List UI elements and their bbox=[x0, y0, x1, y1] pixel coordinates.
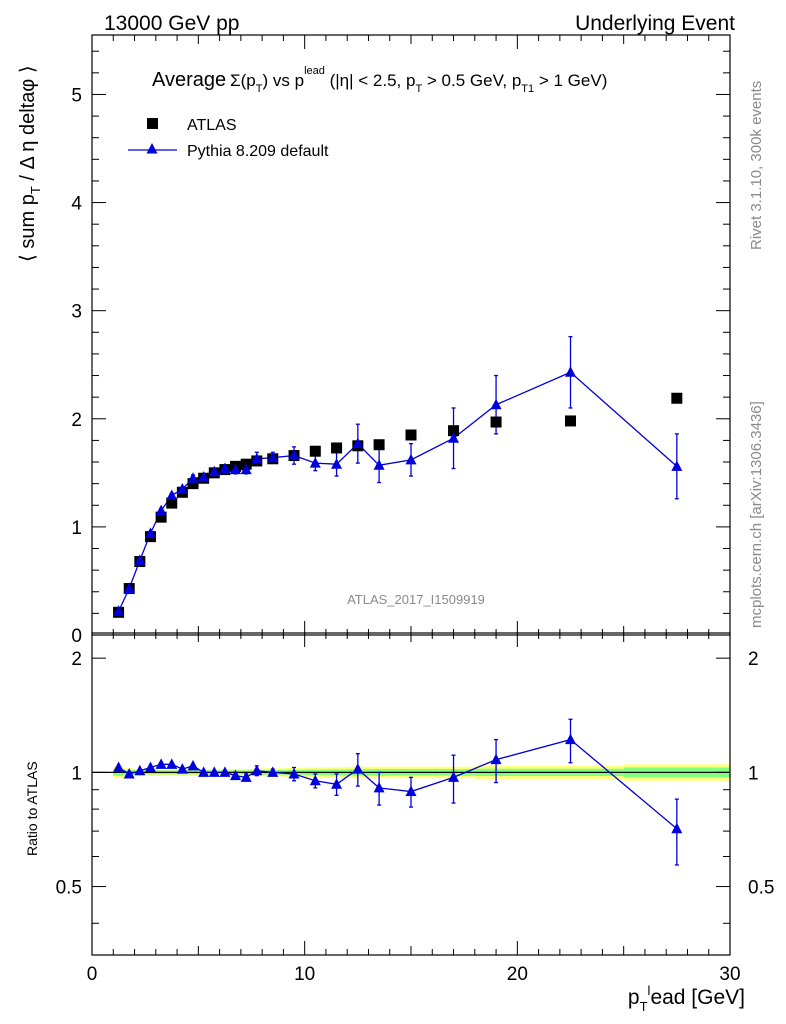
ratio-pythia-point bbox=[166, 758, 178, 769]
atlas-point bbox=[309, 445, 321, 457]
header-right: Underlying Event bbox=[575, 12, 735, 35]
atlas-point bbox=[448, 425, 460, 437]
ratio-ytick-label-right: 2 bbox=[748, 649, 759, 670]
ratio-pythia-point bbox=[219, 766, 231, 777]
atlas-point bbox=[671, 392, 683, 404]
main-ytick-label: 1 bbox=[71, 518, 82, 539]
ratio-pythia-point bbox=[251, 764, 263, 776]
atlas-point bbox=[187, 478, 199, 490]
ratio-pythia-point bbox=[331, 778, 343, 789]
pythia-point bbox=[166, 489, 178, 501]
ratio-ytick-label-left: 0.5 bbox=[56, 878, 82, 899]
pythia-point bbox=[187, 472, 199, 483]
ratio-pythia-line bbox=[118, 738, 678, 830]
xtick-label: 0 bbox=[87, 964, 98, 985]
pythia-point bbox=[219, 462, 231, 474]
atlas-point bbox=[565, 415, 576, 427]
xtick-label: 20 bbox=[507, 964, 528, 985]
pythia-point bbox=[490, 398, 502, 410]
main-panel: 0 1 2 3 4 5 bbox=[71, 34, 731, 647]
legend-atlas-marker bbox=[147, 118, 158, 129]
ratio-pythia-point bbox=[267, 766, 279, 777]
atlas-point bbox=[155, 511, 167, 523]
pythia-point bbox=[373, 459, 385, 470]
ratio-ytick-label-left: 1 bbox=[71, 763, 82, 784]
pythia-point bbox=[565, 366, 576, 377]
pythia-point bbox=[113, 605, 125, 616]
plot-title: Average Σ(pT) vs plead (|η| < 2.5, pT > 0… bbox=[152, 65, 607, 95]
pythia-point bbox=[267, 451, 279, 463]
pythia-point bbox=[309, 457, 321, 468]
ratio-pythia-point bbox=[123, 768, 135, 779]
main-ytick-label: 4 bbox=[71, 194, 82, 215]
ratio-ytick-label-right: 0.5 bbox=[748, 878, 774, 899]
ratio-pythia-point bbox=[230, 769, 242, 781]
ratio-pythia-point bbox=[448, 771, 460, 782]
ratio-pythia-point bbox=[490, 753, 502, 765]
pythia-point bbox=[448, 432, 460, 443]
ratio-pythia-point bbox=[309, 774, 321, 786]
ratio-pythia-point bbox=[198, 766, 210, 777]
pythia-point bbox=[134, 554, 146, 565]
ratio-pythia-point bbox=[208, 766, 220, 777]
ratio-pythia-point bbox=[405, 785, 417, 797]
ratio-pythia-point bbox=[671, 822, 683, 834]
atlas-point bbox=[331, 442, 343, 454]
pythia-point bbox=[352, 437, 364, 449]
pythia-point bbox=[288, 449, 300, 461]
pythia-point bbox=[405, 453, 417, 465]
legend-pythia-marker bbox=[146, 143, 158, 154]
ratio-pythia-point bbox=[352, 763, 364, 774]
pythia-point bbox=[144, 527, 156, 538]
atlas-point bbox=[373, 439, 385, 451]
ratio-pythia-point bbox=[176, 763, 188, 774]
ratio-ytick-label-right: 1 bbox=[748, 763, 759, 784]
mcplots-label: mcplots.cern.ch [arXiv:1306.3436] bbox=[748, 401, 765, 628]
legend-pythia-label: Pythia 8.209 default bbox=[187, 143, 329, 160]
ylabel-main: ⟨ sum pT / Δ η deltaφ ⟩ bbox=[17, 65, 43, 262]
ratio-pythia-point bbox=[288, 768, 300, 779]
ratio-pythia-point bbox=[134, 764, 146, 776]
main-ytick-label: 5 bbox=[71, 85, 82, 106]
ratio-pythia-point bbox=[113, 761, 125, 772]
ratio-pythia-point bbox=[144, 761, 156, 772]
legend-atlas-label: ATLAS bbox=[187, 117, 237, 134]
xlabel: pTlead [GeV] bbox=[628, 983, 745, 1014]
pythia-point bbox=[230, 463, 242, 475]
main-ytick-label: 3 bbox=[71, 302, 82, 323]
atlas-point bbox=[166, 497, 178, 509]
atlas-point bbox=[405, 429, 417, 441]
pythia-point bbox=[208, 465, 220, 477]
ratio-panel: 0.5 0.51 12 20 10 20 30 bbox=[56, 632, 774, 985]
main-ytick-label: 2 bbox=[71, 410, 82, 431]
pythia-point bbox=[123, 582, 135, 594]
header-left: 13000 GeV pp bbox=[104, 12, 239, 35]
rivet-label: Rivet 3.1.10, 300k events bbox=[748, 81, 765, 250]
pythia-point bbox=[671, 460, 683, 471]
ratio-pythia-point bbox=[373, 781, 385, 793]
pythia-point bbox=[176, 483, 188, 494]
atlas-point bbox=[490, 416, 502, 428]
ratio-pythia-point bbox=[187, 759, 199, 771]
ylabel-ratio: Ratio to ATLAS bbox=[24, 761, 40, 856]
ratio-pythia-point bbox=[155, 758, 167, 769]
ratio-pythia-point bbox=[565, 733, 576, 745]
legend: ATLAS Pythia 8.209 default bbox=[128, 117, 329, 160]
watermark: ATLAS_2017_I1509919 bbox=[347, 592, 485, 607]
pythia-line bbox=[117, 371, 678, 612]
pythia-point bbox=[198, 471, 210, 482]
main-ytick-label: 0 bbox=[71, 626, 82, 647]
pythia-point bbox=[251, 452, 263, 464]
xtick-label: 10 bbox=[294, 964, 315, 985]
ratio-pythia-point bbox=[240, 771, 252, 782]
pythia-point bbox=[155, 504, 167, 516]
ratio-ytick-label-left: 2 bbox=[71, 649, 82, 670]
xtick-label: 30 bbox=[719, 964, 740, 985]
pythia-point bbox=[331, 458, 343, 469]
pythia-point bbox=[240, 463, 252, 475]
